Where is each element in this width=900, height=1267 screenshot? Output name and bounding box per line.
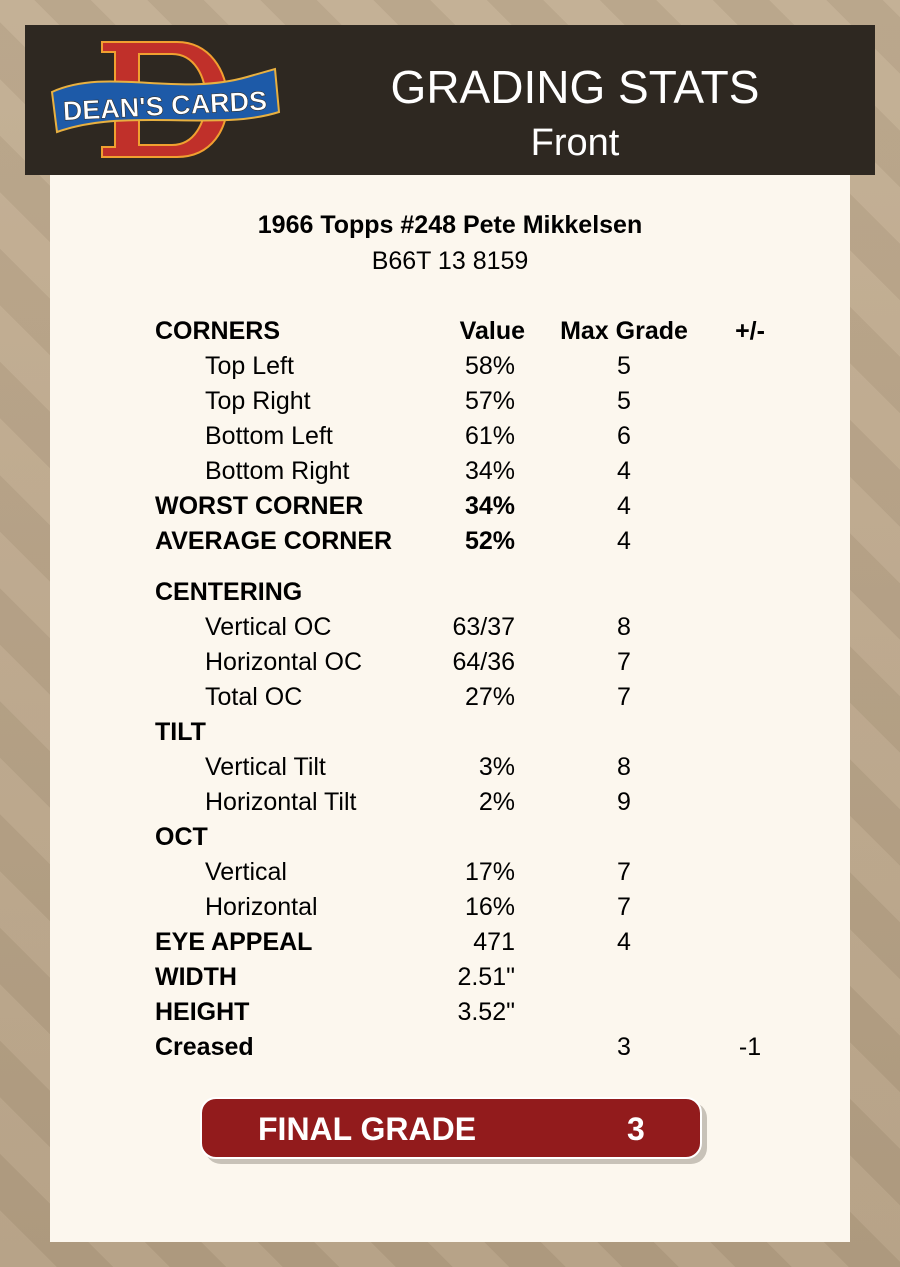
table-row: Top Left 58% 5 xyxy=(155,350,795,385)
row-label: Horizontal Tilt xyxy=(205,788,357,816)
table-row: Horizontal 16% 7 xyxy=(155,891,795,926)
row-max-grade: 8 xyxy=(617,753,631,781)
row-label: Top Right xyxy=(205,387,311,415)
row-label: Vertical Tilt xyxy=(205,753,326,781)
row-max-grade: 4 xyxy=(617,527,631,555)
table-row: Creased 3 -1 xyxy=(155,1031,795,1066)
row-value: 61% xyxy=(464,422,515,450)
table-row: HEIGHT 3.52" xyxy=(155,996,795,1031)
table-row: Total OC 27% 7 xyxy=(155,681,795,716)
table-row: Top Right 57% 5 xyxy=(155,385,795,420)
row-label: Bottom Left xyxy=(205,422,333,450)
row-value: 2.51" xyxy=(457,963,515,991)
table-row: AVERAGE CORNER 52% 4 xyxy=(155,525,795,560)
row-plus-minus: -1 xyxy=(738,1033,762,1061)
deans-cards-logo: DEAN'S CARDS xyxy=(50,41,281,158)
row-value: 58% xyxy=(464,352,515,380)
row-value: 27% xyxy=(464,683,515,711)
row-value: 471 xyxy=(473,928,515,956)
row-max-grade: 5 xyxy=(617,352,631,380)
row-max-grade: 7 xyxy=(617,858,631,886)
row-value: 64/36 xyxy=(452,648,515,676)
grading-table: CORNERS Value Max Grade +/- Top Left 58% 5… xyxy=(155,315,795,1066)
row-label: Bottom Right xyxy=(205,457,350,485)
table-row: Vertical Tilt 3% 8 xyxy=(155,751,795,786)
row-max-grade: 7 xyxy=(617,893,631,921)
row-value: 17% xyxy=(464,858,515,886)
row-label: TILT xyxy=(155,718,206,746)
row-label: EYE APPEAL xyxy=(155,928,313,956)
card-id: B66T 13 8159 xyxy=(371,247,529,275)
card-name: 1966 Topps #248 Pete Mikkelsen xyxy=(257,211,643,239)
row-value: 16% xyxy=(464,893,515,921)
table-row: Horizontal Tilt 2% 9 xyxy=(155,786,795,821)
row-label: OCT xyxy=(155,823,208,851)
table-row: CENTERING xyxy=(155,576,795,611)
table-row: WIDTH 2.51" xyxy=(155,961,795,996)
table-row: Horizontal OC 64/36 7 xyxy=(155,646,795,681)
row-value: 52% xyxy=(464,527,515,555)
row-max-grade: 3 xyxy=(617,1033,631,1061)
final-grade-label: FINAL GRADE xyxy=(258,1111,477,1147)
col-max-grade: Max Grade xyxy=(560,317,688,345)
row-label: Total OC xyxy=(205,683,303,711)
table-header: CORNERS Value Max Grade +/- xyxy=(155,315,795,350)
table-row: WORST CORNER 34% 4 xyxy=(155,490,795,525)
row-value: 34% xyxy=(464,457,515,485)
table-row: EYE APPEAL 471 4 xyxy=(155,926,795,961)
col-value: Value xyxy=(459,317,525,345)
row-max-grade: 6 xyxy=(617,422,631,450)
row-value: 3.52" xyxy=(457,998,515,1026)
row-value: 3% xyxy=(478,753,515,781)
stats-card xyxy=(50,175,850,1242)
table-row: Vertical 17% 7 xyxy=(155,856,795,891)
row-label: HEIGHT xyxy=(155,998,250,1026)
col-corners: CORNERS xyxy=(155,317,281,345)
row-value: 34% xyxy=(464,492,515,520)
row-label: Vertical OC xyxy=(205,613,332,641)
row-max-grade: 4 xyxy=(617,492,631,520)
table-row: TILT xyxy=(155,716,795,751)
row-value: 2% xyxy=(478,788,515,816)
row-label: WIDTH xyxy=(155,963,237,991)
table-row: Vertical OC 63/37 8 xyxy=(155,611,795,646)
row-label: AVERAGE CORNER xyxy=(155,527,393,555)
final-grade-badge: FINAL GRADE 3 xyxy=(200,1097,702,1159)
row-label: Top Left xyxy=(205,352,294,380)
row-value: 63/37 xyxy=(452,613,515,641)
header-bar: DEAN'S CARDS GRADING STATS Front xyxy=(25,25,875,175)
row-max-grade: 4 xyxy=(617,928,631,956)
row-label: Creased xyxy=(155,1033,254,1061)
row-max-grade: 4 xyxy=(617,457,631,485)
table-row: Bottom Left 61% 6 xyxy=(155,420,795,455)
row-max-grade: 9 xyxy=(617,788,631,816)
row-max-grade: 5 xyxy=(617,387,631,415)
row-max-grade: 7 xyxy=(617,683,631,711)
col-plus-minus: +/- xyxy=(735,317,765,345)
row-label: CENTERING xyxy=(155,578,303,606)
table-row: Bottom Right 34% 4 xyxy=(155,455,795,490)
row-value: 57% xyxy=(464,387,515,415)
page-title: GRADING STATS xyxy=(390,61,760,113)
table-row: OCT xyxy=(155,821,795,856)
final-grade-value: 3 xyxy=(627,1111,645,1147)
row-label: Horizontal OC xyxy=(205,648,362,676)
row-max-grade: 8 xyxy=(617,613,631,641)
row-label: Horizontal xyxy=(205,893,318,921)
row-max-grade: 7 xyxy=(617,648,631,676)
row-label: Vertical xyxy=(205,858,287,886)
row-label: WORST CORNER xyxy=(155,492,364,520)
page-subtitle: Front xyxy=(530,122,620,164)
